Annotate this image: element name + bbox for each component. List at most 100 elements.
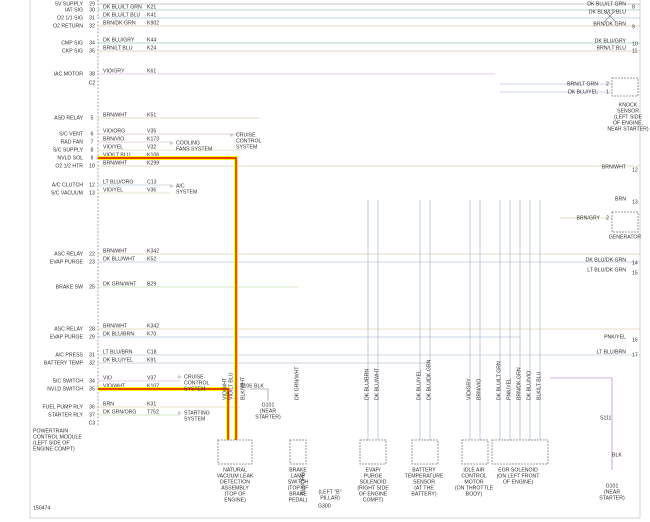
component-label: BATTERY)	[411, 491, 436, 497]
pin-number: 22	[89, 251, 95, 257]
component-label: SENSOR	[617, 108, 639, 114]
ground-label: G101	[262, 402, 275, 408]
pin-name: O2 1/1 SIG	[57, 15, 83, 21]
pin-name: A/C PRESS	[55, 352, 83, 358]
component-box	[411, 439, 439, 465]
circuit-code: K70	[147, 331, 156, 337]
ground-label: G101	[606, 483, 619, 489]
wire-color: BLK/ORG	[300, 472, 306, 495]
pin-number: 6	[91, 131, 94, 137]
pin-name: A/C CLUTCH	[52, 182, 83, 188]
circuit-code: K902	[147, 20, 159, 26]
pin-number: 15	[632, 270, 638, 276]
system-label: COOLING	[176, 140, 200, 146]
wire-color: DK GRN/WHT	[294, 366, 300, 400]
component-label: KNOCK	[619, 102, 638, 108]
circuit-code: K106	[147, 152, 159, 158]
pin-number: 1	[606, 89, 609, 95]
component-box	[289, 439, 307, 465]
wire-color: DK BLU/YEL	[416, 370, 422, 400]
component-label: EGR SOLENOID	[498, 467, 538, 473]
pin-number: 10	[632, 41, 638, 47]
pin-number: 8	[632, 4, 635, 10]
circuit-code: K342	[147, 248, 159, 254]
pin-number: 9	[91, 155, 94, 161]
wire-color: BRN/LT GRN	[567, 81, 598, 87]
wire-color: DK BLU/DK GRN	[426, 359, 432, 400]
component-label: OF ENGINE)	[503, 479, 534, 485]
component-label: (LEFT SIDE	[614, 114, 642, 120]
wire	[98, 388, 229, 440]
wire-color: LT BLU/BRN	[103, 349, 133, 355]
circuit-code: V35	[147, 128, 156, 134]
component-label: BRAKE	[289, 467, 307, 473]
component-box	[491, 439, 549, 465]
close-icon[interactable]	[603, 9, 617, 23]
wire-color: BLK/WHT	[240, 376, 246, 400]
wire-color: DK BLU/BRN	[103, 331, 134, 337]
circuit-code: K31	[147, 401, 156, 407]
wire-color: VIO	[103, 375, 112, 381]
connector: C2	[89, 80, 96, 86]
pin-name: EVAP PURGE	[50, 334, 84, 340]
pin-number: 29	[89, 1, 95, 7]
wire-color: BLK	[254, 383, 264, 389]
wire-color: DK GRN/ORG	[103, 409, 136, 415]
pin-number: 36	[89, 404, 95, 410]
circuit-code: K21	[147, 4, 156, 10]
wire-color: BRN/DK GRN	[103, 20, 136, 26]
wire-color: DK BLU/BRN	[364, 369, 370, 400]
wire-color: BRN/WHT	[103, 112, 128, 118]
pin-name: BRAKE SW	[56, 284, 83, 290]
wire-color: DK BLU/LT BLU	[589, 9, 627, 15]
component-label: OF ENGINE	[359, 491, 388, 497]
connector-arrow	[170, 141, 174, 145]
system-label: FANS SYSTEM	[176, 146, 212, 152]
pin-name: CKP SIG	[62, 48, 83, 54]
pin-number: 16	[632, 337, 638, 343]
pin-number: 31	[89, 352, 95, 358]
pin-number: 2	[606, 215, 609, 221]
pin-number: 23	[89, 259, 95, 265]
pin-name: FUEL PUMP RLY	[42, 404, 83, 410]
wire-color: BRN/WHT	[103, 323, 128, 329]
pin-name: IAC MOTOR	[54, 71, 84, 77]
component-label: SWITCH	[288, 479, 309, 485]
circuit-code: K107	[147, 383, 159, 389]
system-label: CRUISE	[184, 374, 204, 380]
system-label: SYSTEM	[176, 189, 197, 195]
component-label: (RIGHT SIDE	[357, 485, 389, 491]
pin-name: STARTER RLY	[48, 412, 83, 418]
wire-color: VIO/GRY	[103, 68, 125, 74]
wire-color: VIO/YEL	[103, 187, 123, 193]
pin-name: ASC RELAY	[54, 326, 83, 332]
frame	[29, 0, 641, 519]
pin-name: NVLD SOL	[57, 155, 83, 161]
wire-color: BRN/VIO	[476, 379, 482, 400]
wire-color: BRN/WHT	[602, 164, 627, 170]
wire-color: DK BLU/LT BLU	[103, 12, 141, 18]
system-label: CONTROL	[184, 380, 209, 386]
system-label: A/C	[176, 183, 185, 189]
ground-label: STARTER)	[255, 414, 281, 420]
wire-color: VIO/ORG	[103, 128, 125, 134]
splice-label: S111	[600, 415, 611, 421]
pin-name: S/C VACUUM	[51, 190, 83, 196]
pin-number: 17	[632, 352, 638, 358]
component-label: (TOP OF	[225, 491, 246, 497]
component-label: ENGINE)	[224, 497, 246, 503]
pin-number: 12	[89, 182, 95, 188]
component-label: OF ENGINE,	[613, 120, 643, 126]
wire-color: DK BLU/VIO	[526, 371, 532, 400]
pin-name: ASC RELAY	[54, 251, 83, 257]
ground-label: G300	[318, 503, 331, 509]
wire-color: DK BLU/WHT	[103, 256, 136, 262]
wire-color: DK BLU/LT GRN	[496, 361, 502, 400]
component-box	[359, 439, 387, 465]
component-label: COMPT)	[363, 497, 384, 503]
wire-color: DK BLU/LT GRN	[103, 4, 142, 10]
generator-box	[611, 211, 639, 233]
circuit-code: C13	[147, 179, 157, 185]
component-label: BODY)	[466, 491, 483, 497]
